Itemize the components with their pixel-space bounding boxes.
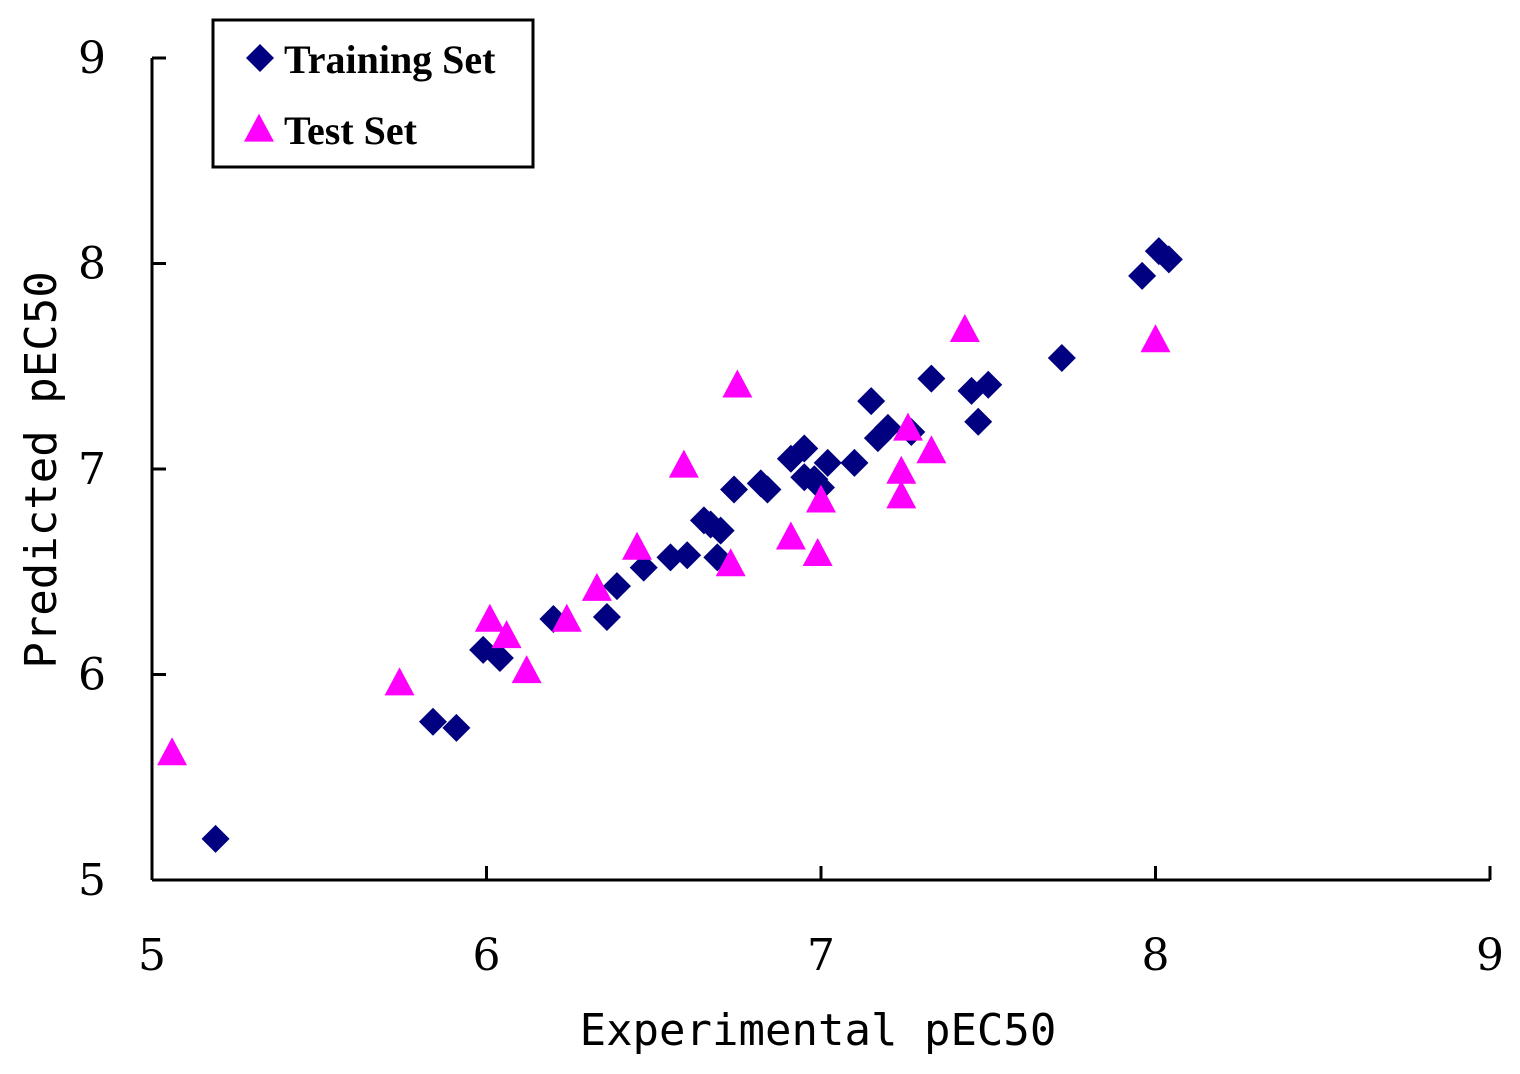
test-set-point xyxy=(892,412,923,441)
plot-points xyxy=(157,237,1183,853)
y-tick-label: 8 xyxy=(78,239,106,290)
x-tick-label: 8 xyxy=(1142,930,1170,981)
test-set-point xyxy=(886,480,917,509)
test-set-point xyxy=(622,531,653,560)
x-axis-ticks: 5 6 7 8 9 xyxy=(138,866,1504,981)
training-set-point xyxy=(813,448,842,477)
test-set-point xyxy=(474,603,505,632)
training-set-point xyxy=(442,713,471,742)
training-set-point xyxy=(1128,261,1157,290)
legend-diamond-marker xyxy=(246,44,274,72)
test-set-point xyxy=(668,449,699,478)
test-set-point xyxy=(581,572,612,601)
legend: Training Set Test Set xyxy=(211,18,535,169)
training-set-point xyxy=(592,602,621,631)
test-set-point xyxy=(384,667,415,696)
axes: 5 6 7 8 9 5 6 7 8 9 xyxy=(78,33,1504,981)
training-set-point xyxy=(629,553,658,582)
test-set-point xyxy=(916,435,947,464)
training-set-point xyxy=(790,434,819,463)
test-set-point xyxy=(551,603,582,632)
test-set-point xyxy=(1140,324,1171,353)
training-set-point xyxy=(720,475,749,504)
legend-marker-test-set xyxy=(244,113,274,142)
series-training-set xyxy=(201,237,1183,853)
y-tick-label: 6 xyxy=(78,650,106,701)
test-set-point xyxy=(157,737,188,766)
test-set-point xyxy=(511,655,542,684)
x-tick-label: 6 xyxy=(473,930,501,981)
x-axis-title: Experimental pEC50 xyxy=(580,1005,1057,1056)
test-set-point xyxy=(806,484,836,513)
training-set-point xyxy=(964,407,993,436)
training-set-point xyxy=(974,370,1003,399)
y-tick-label: 5 xyxy=(78,855,106,906)
y-tick-label: 7 xyxy=(78,444,106,495)
training-set-point xyxy=(753,475,782,504)
training-set-point xyxy=(1154,245,1183,274)
training-set-point xyxy=(602,572,631,601)
training-set-point xyxy=(917,364,946,393)
legend-box xyxy=(211,18,535,169)
training-set-point xyxy=(1144,237,1173,266)
test-set-point xyxy=(722,369,753,398)
training-set-point xyxy=(857,387,886,416)
test-set-point xyxy=(491,620,522,649)
training-set-point xyxy=(656,543,685,572)
legend-label-test-set: Test Set xyxy=(284,108,418,153)
test-set-point xyxy=(886,455,917,484)
training-set-point xyxy=(485,644,514,673)
legend-triangle-marker xyxy=(244,113,274,142)
y-axis-ticks: 5 6 7 8 9 xyxy=(78,33,166,906)
y-tick-label: 9 xyxy=(78,33,106,84)
training-set-point xyxy=(873,413,902,442)
x-tick-label: 7 xyxy=(807,930,835,981)
x-tick-label: 9 xyxy=(1476,930,1504,981)
series-test-set xyxy=(157,313,1171,766)
test-set-point xyxy=(775,521,806,550)
x-tick-label: 5 xyxy=(138,930,166,981)
test-set-point xyxy=(802,537,833,566)
training-set-point xyxy=(706,516,735,545)
test-set-point xyxy=(715,548,746,577)
training-set-point xyxy=(673,541,702,570)
training-set-point xyxy=(1047,344,1076,373)
y-axis-title: Predicted pEC50 xyxy=(16,271,67,668)
test-set-point xyxy=(949,313,980,342)
training-set-point xyxy=(840,448,869,477)
legend-marker-training-set xyxy=(246,44,274,72)
training-set-point xyxy=(418,707,447,736)
legend-label-training-set: Training Set xyxy=(284,37,496,82)
training-set-point xyxy=(201,824,230,853)
